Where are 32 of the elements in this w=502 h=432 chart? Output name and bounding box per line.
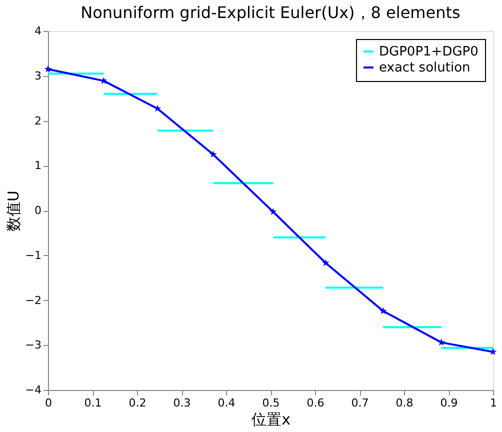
x-tick-label: 0.5 bbox=[262, 396, 280, 410]
x-tick-label: 0 bbox=[45, 396, 52, 410]
y-tick-label: −4 bbox=[25, 384, 42, 396]
x-tick-label: 0.3 bbox=[173, 396, 191, 410]
point bbox=[379, 307, 387, 314]
chart-title: Nonuniform grid-Explicit Euler(Ux)，8 elements bbox=[80, 3, 460, 22]
legend-label: exact solution bbox=[379, 60, 470, 76]
y-tick-label: 0 bbox=[34, 204, 42, 217]
point bbox=[322, 259, 330, 266]
x-tick-label: 0.6 bbox=[306, 396, 324, 410]
y-tick-label: 3 bbox=[34, 69, 42, 82]
x-tick-label: 0.9 bbox=[440, 396, 458, 410]
y-tick-label: 4 bbox=[34, 24, 42, 38]
point bbox=[209, 150, 217, 158]
y-tick-label: −1 bbox=[25, 248, 42, 262]
y-tick-label: 1 bbox=[34, 159, 42, 172]
point bbox=[438, 338, 446, 346]
x-tick-label: 1 bbox=[490, 396, 497, 410]
x-tick-label: 0.2 bbox=[128, 396, 146, 410]
point bbox=[154, 104, 162, 112]
x-tick-label: 0.1 bbox=[84, 396, 102, 410]
x-tick-label: 0.8 bbox=[396, 396, 414, 410]
y-tick-label: 2 bbox=[34, 114, 42, 128]
y-tick-label: −2 bbox=[25, 294, 42, 307]
y-axis-title: 数值U bbox=[4, 190, 22, 232]
x-axis-title: 位置x bbox=[252, 410, 291, 428]
y-tick-label: −3 bbox=[25, 338, 42, 352]
point bbox=[44, 65, 52, 72]
point bbox=[269, 208, 277, 215]
x-tick-label: 0.4 bbox=[218, 396, 236, 410]
x-tick-label: 0.7 bbox=[351, 396, 369, 410]
legend-label: DGP0P1+DGP0 bbox=[379, 44, 478, 60]
